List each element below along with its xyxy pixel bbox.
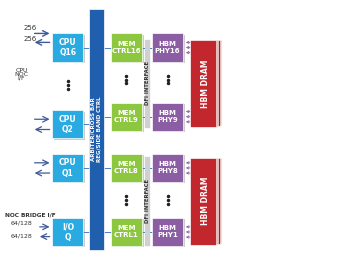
- FancyBboxPatch shape: [54, 112, 85, 140]
- FancyBboxPatch shape: [154, 35, 185, 63]
- Text: CPU: CPU: [15, 68, 28, 73]
- Text: DFI INTERFACE: DFI INTERFACE: [145, 61, 150, 105]
- Text: 64/128: 64/128: [11, 220, 32, 226]
- Text: HBM
PHY1: HBM PHY1: [157, 226, 178, 239]
- Text: HBM
PHY9: HBM PHY9: [157, 110, 178, 123]
- FancyBboxPatch shape: [54, 155, 85, 183]
- FancyBboxPatch shape: [154, 155, 185, 183]
- Text: 256: 256: [23, 35, 37, 41]
- FancyBboxPatch shape: [54, 35, 85, 63]
- FancyBboxPatch shape: [52, 110, 83, 139]
- FancyBboxPatch shape: [195, 158, 219, 243]
- Text: MEM
CTRL1: MEM CTRL1: [114, 226, 139, 239]
- FancyBboxPatch shape: [111, 154, 142, 182]
- FancyBboxPatch shape: [112, 219, 144, 247]
- FancyBboxPatch shape: [54, 219, 85, 247]
- FancyBboxPatch shape: [112, 155, 144, 183]
- FancyBboxPatch shape: [52, 154, 83, 182]
- FancyBboxPatch shape: [152, 103, 183, 131]
- Text: ARBITER/CROSS BAR
REG/SIDE BAND CTRL: ARBITER/CROSS BAR REG/SIDE BAND CTRL: [91, 97, 102, 162]
- Text: MEM
CTRL9: MEM CTRL9: [114, 110, 139, 123]
- FancyBboxPatch shape: [112, 35, 144, 63]
- FancyBboxPatch shape: [152, 154, 183, 182]
- Text: HBM
PHY8: HBM PHY8: [157, 161, 178, 174]
- FancyBboxPatch shape: [193, 158, 218, 244]
- Text: CPU
Q2: CPU Q2: [59, 115, 77, 134]
- Text: 256: 256: [23, 25, 37, 31]
- Text: MEM
CTRL16: MEM CTRL16: [112, 41, 141, 54]
- FancyBboxPatch shape: [198, 158, 221, 243]
- FancyBboxPatch shape: [152, 33, 183, 62]
- FancyBboxPatch shape: [144, 39, 150, 128]
- Text: 64/128: 64/128: [11, 233, 32, 238]
- FancyBboxPatch shape: [191, 158, 217, 244]
- FancyBboxPatch shape: [111, 218, 142, 246]
- Text: I/F: I/F: [18, 76, 25, 81]
- Text: HBM DRAM: HBM DRAM: [201, 59, 210, 108]
- Text: MEM
CTRL8: MEM CTRL8: [114, 161, 139, 174]
- FancyBboxPatch shape: [144, 156, 150, 246]
- FancyBboxPatch shape: [112, 104, 144, 132]
- FancyBboxPatch shape: [52, 33, 83, 62]
- FancyBboxPatch shape: [191, 40, 217, 127]
- FancyBboxPatch shape: [152, 218, 183, 246]
- FancyBboxPatch shape: [88, 9, 104, 250]
- Text: I/O
Q: I/O Q: [62, 222, 74, 242]
- Text: CPU
Q16: CPU Q16: [59, 38, 77, 57]
- FancyBboxPatch shape: [195, 40, 219, 126]
- FancyBboxPatch shape: [154, 219, 185, 247]
- FancyBboxPatch shape: [111, 103, 142, 131]
- Text: HBM DRAM: HBM DRAM: [201, 177, 210, 226]
- FancyBboxPatch shape: [52, 218, 83, 246]
- FancyBboxPatch shape: [198, 40, 221, 125]
- Text: NOC BRIDGE I/F: NOC BRIDGE I/F: [5, 212, 55, 217]
- Text: NOC: NOC: [14, 72, 29, 77]
- FancyBboxPatch shape: [190, 158, 216, 245]
- FancyBboxPatch shape: [190, 40, 216, 127]
- Text: HBM
PHY16: HBM PHY16: [155, 41, 180, 54]
- FancyBboxPatch shape: [154, 104, 185, 132]
- FancyBboxPatch shape: [111, 33, 142, 62]
- FancyBboxPatch shape: [193, 40, 218, 126]
- Text: DFI INTERFACE: DFI INTERFACE: [145, 179, 150, 223]
- Text: CPU
Q1: CPU Q1: [59, 158, 77, 178]
